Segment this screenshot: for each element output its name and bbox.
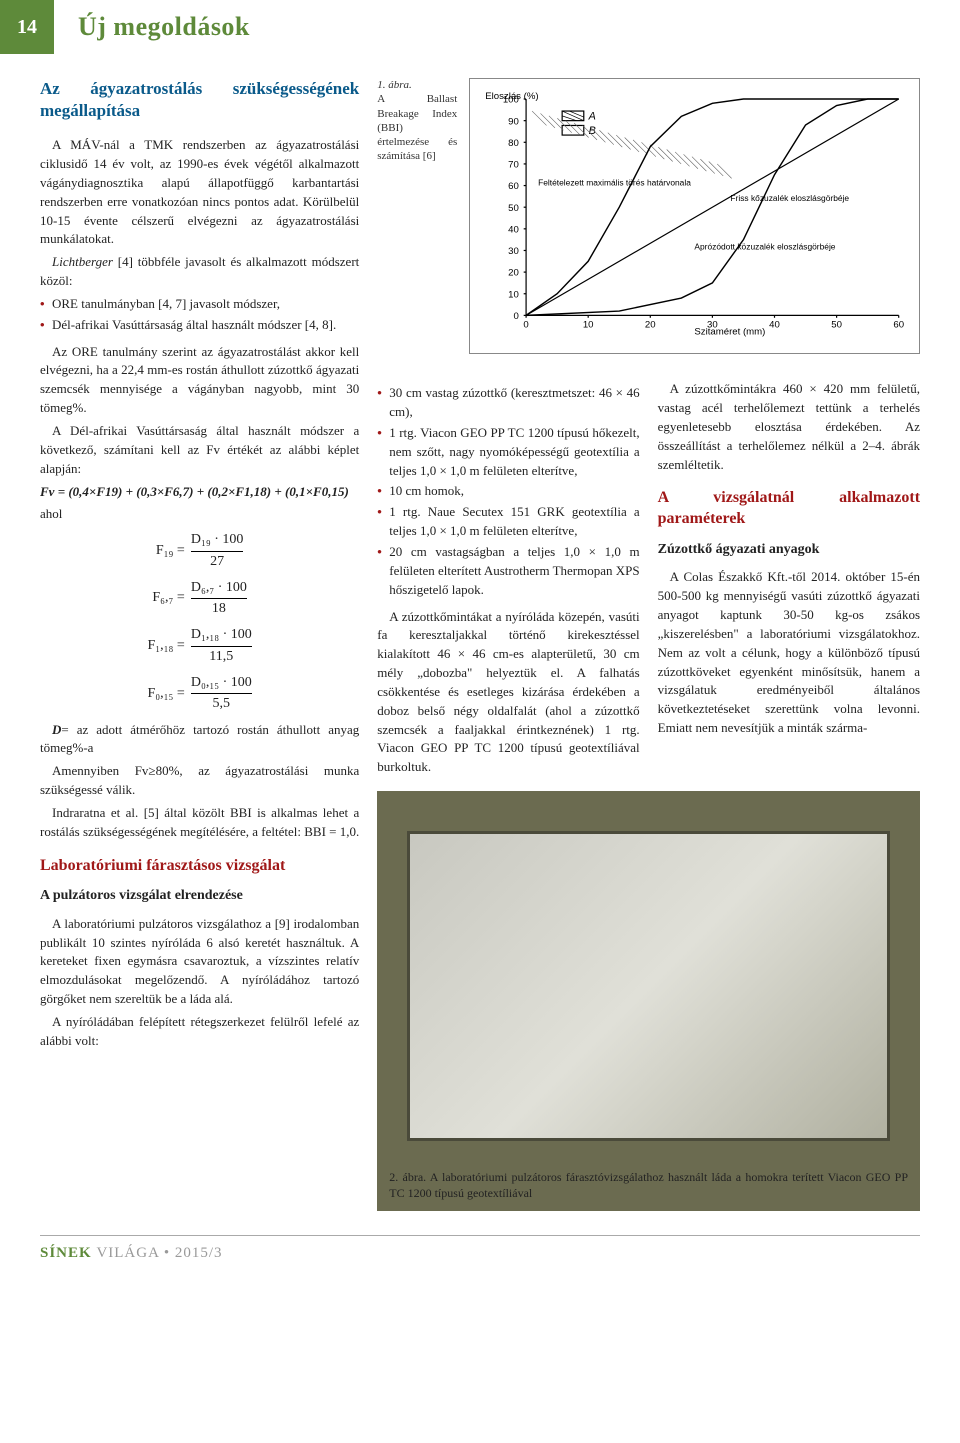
svg-text:Szitaméret (mm): Szitaméret (mm)	[695, 327, 766, 338]
column-left: Az ágyazatrostálás szükségességének megá…	[40, 78, 359, 1211]
svg-text:Friss kőzuzalék eloszlásgörbéj: Friss kőzuzalék eloszlásgörbéje	[731, 193, 850, 203]
page-footer: SÍNEK VILÁGA • 2015/3	[40, 1235, 920, 1262]
svg-text:20: 20	[645, 319, 656, 330]
figure-caption: 2. ábra. A laboratóriumi pulzátoros fára…	[389, 1170, 908, 1201]
bullet-list: ORE tanulmányban [4, 7] javasolt módszer…	[40, 295, 359, 335]
svg-text:90: 90	[508, 116, 519, 127]
svg-text:Aprózódott közuzalék eloszlásg: Aprózódott közuzalék eloszlásgörbéje	[695, 241, 836, 251]
body-text: Az ORE tanulmány szerint az ágyazatrostá…	[40, 343, 359, 418]
svg-text:70: 70	[508, 160, 519, 171]
list-item: 30 cm vastag zúzottkő (keresztmetszet: 4…	[377, 384, 639, 422]
svg-text:50: 50	[508, 203, 519, 214]
body-text: Lichtberger [4] többféle javasolt és alk…	[40, 253, 359, 291]
list-item: 20 cm vastagságban a teljes 1,0 × 1,0 m …	[377, 543, 639, 600]
heading-main: Az ágyazatrostálás szükségességének megá…	[40, 78, 359, 122]
body-text: A Dél-afrikai Vasúttársaság által haszná…	[40, 422, 359, 479]
section-title: Új megoldások	[78, 12, 250, 42]
svg-text:60: 60	[894, 319, 905, 330]
body-text: A zúzottkőmintákat a nyíróláda közepén, …	[377, 608, 639, 778]
footer-issue: 2015/3	[175, 1245, 223, 1261]
body-text: D= az adott átmérőhöz tartozó rostán áth…	[40, 721, 359, 759]
svg-text:50: 50	[832, 319, 843, 330]
photo-placeholder	[407, 831, 890, 1141]
body-text: A zúzottkőmintákra 460 × 420 mm felületű…	[658, 380, 920, 474]
heading-sub2: A pulzátoros vizsgálat elrendezése	[40, 886, 359, 906]
body-text: A MÁV-nál a TMK rendszerben az ágyazatro…	[40, 136, 359, 249]
svg-text:100: 100	[503, 95, 519, 106]
svg-text:80: 80	[508, 138, 519, 149]
body-text: ahol	[40, 505, 359, 524]
page-number: 14	[0, 0, 54, 54]
formula-inline: Fv = (0,4×F19) + (0,3×F6,7) + (0,2×F1,18…	[40, 483, 359, 502]
body-text: A Colas Északkő Kft.-től 2014. október 1…	[658, 568, 920, 738]
svg-text:0: 0	[514, 311, 519, 322]
heading-sub2: Zúzottkő ágyazati anyagok	[658, 540, 920, 560]
body-text: A laboratóriumi pulzátoros vizsgálathoz …	[40, 915, 359, 1009]
list-item: ORE tanulmányban [4, 7] javasolt módszer…	[40, 295, 359, 314]
heading-sub: Laboratóriumi fárasztásos vizsgálat	[40, 856, 359, 877]
chart-svg: Eloszlás (%) 0102030405060708090100 0102…	[478, 87, 911, 339]
formula-block: F₁₉ = D₁₉ · 10027 F₆,₇ = D₆,₇ · 10018 F₁…	[40, 530, 359, 714]
svg-text:60: 60	[508, 181, 519, 192]
column-right: 1. ábra. A Ballast Breakage Index (BBI) …	[377, 78, 920, 1211]
svg-text:10: 10	[508, 289, 519, 300]
svg-text:10: 10	[583, 319, 594, 330]
figure-caption: 1. ábra. A Ballast Breakage Index (BBI) …	[377, 78, 457, 164]
list-item: 1 rtg. Naue Secutex 151 GRK geotextília …	[377, 503, 639, 541]
svg-text:40: 40	[508, 224, 519, 235]
list-item: Dél-afrikai Vasúttársaság által használt…	[40, 316, 359, 335]
column-mid: 30 cm vastag zúzottkő (keresztmetszet: 4…	[377, 380, 639, 781]
body-text: Indraratna et al. [5] által közölt BBI i…	[40, 804, 359, 842]
footer-brand2: VILÁGA •	[96, 1245, 174, 1261]
figure-photo: 2. ábra. A laboratóriumi pulzátoros fára…	[377, 791, 920, 1211]
svg-text:0: 0	[524, 319, 529, 330]
svg-text:30: 30	[508, 246, 519, 257]
distribution-chart: Eloszlás (%) 0102030405060708090100 0102…	[469, 78, 920, 354]
column-right-inner: A zúzottkőmintákra 460 × 420 mm felületű…	[658, 380, 920, 781]
list-item: 10 cm homok,	[377, 482, 639, 501]
body-text: A nyíróládában felépített rétegszerkezet…	[40, 1013, 359, 1051]
body-text: Amennyiben Fv≥80%, az ágyazatrostálási m…	[40, 762, 359, 800]
heading-sub: A vizsgálatnál alkalmazott paraméterek	[658, 488, 920, 530]
svg-text:Feltételezett maximális törés: Feltételezett maximális törés határvonal…	[538, 178, 691, 188]
list-item: 1 rtg. Viacon GEO PP TC 1200 típusú hőke…	[377, 424, 639, 481]
footer-brand: SÍNEK	[40, 1245, 96, 1261]
bullet-list: 30 cm vastag zúzottkő (keresztmetszet: 4…	[377, 384, 639, 599]
svg-text:20: 20	[508, 268, 519, 279]
svg-text:A: A	[588, 110, 596, 122]
page-header: 14 Új megoldások	[40, 0, 920, 54]
svg-text:40: 40	[769, 319, 780, 330]
author-name: Lichtberger	[52, 254, 113, 269]
